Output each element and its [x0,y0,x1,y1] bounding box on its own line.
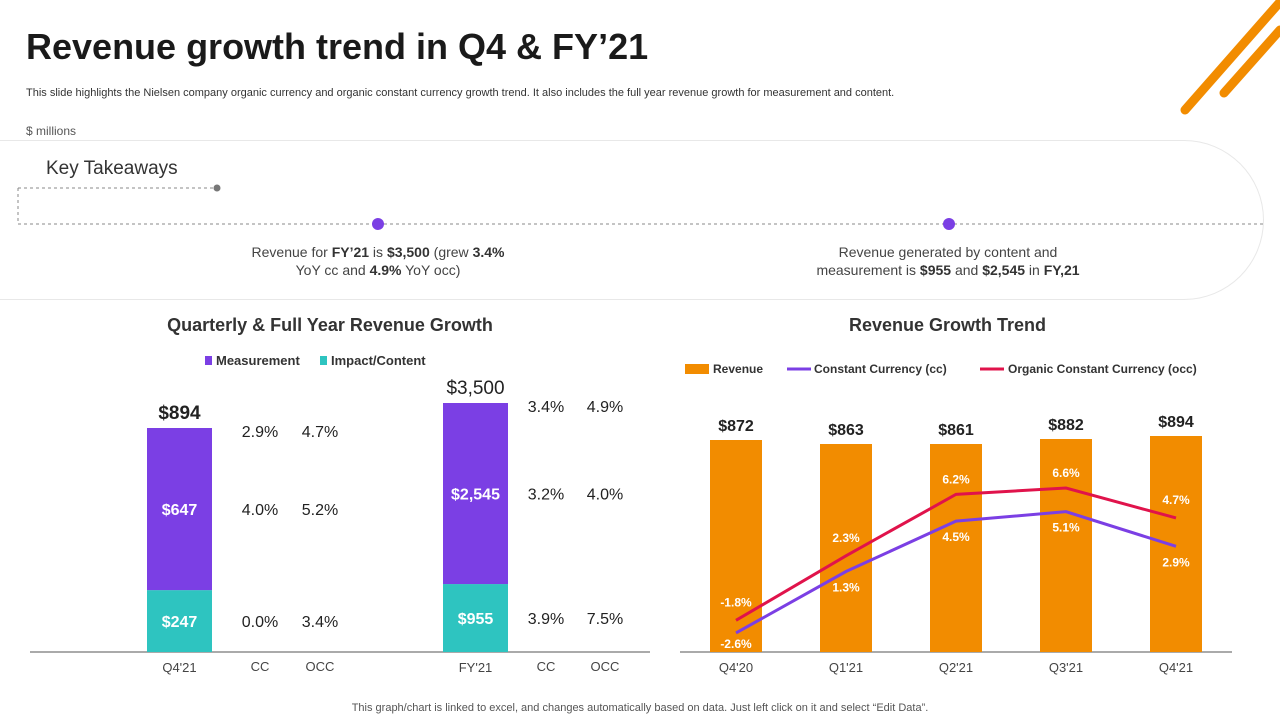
legend-label-cc: Constant Currency (cc) [814,362,947,376]
label-occ-1: 2.3% [832,531,860,545]
right-chart-title: Revenue Growth Trend [848,315,1047,335]
key-takeaways-title: Key Takeaways [46,158,178,179]
bar-q4-content [147,590,212,652]
takeaway-left: Revenue for FY’21 is $3,500 (grew 3.4% Y… [251,244,505,278]
label-q4-measurement: $647 [162,502,198,519]
page-subtitle: This slide highlights the Nielsen compan… [26,87,895,99]
label-cc-3: 5.1% [1052,521,1080,535]
bar-revenue-3 [1040,439,1092,652]
bar-revenue-0 [710,440,762,652]
left-chart-title: Quarterly & Full Year Revenue Growth [167,315,493,335]
legend-label-occ: Organic Constant Currency (occ) [1008,362,1197,376]
footer-note: This graph/chart is linked to excel, and… [351,702,929,714]
occ-q4-row0: 4.7% [302,424,338,441]
label-q4-total: $894 [158,403,201,424]
label-fy-content: $955 [458,611,494,628]
col-header-occ-fy: OCC [591,659,620,674]
tick-q4: Q4'21 [162,660,196,675]
tick-0: Q4'20 [719,660,753,675]
cc-fy-row0: 3.4% [528,399,564,416]
tick-1: Q1'21 [829,660,863,675]
legend-swatch-content [320,356,327,365]
occ-q4-row2: 3.4% [302,614,338,631]
legend-swatch-revenue [685,364,709,374]
takeaways-timeline [17,184,1265,230]
cc-fy-row1: 3.2% [528,487,564,504]
cc-q4-row2: 0.0% [242,614,278,631]
tick-3: Q3'21 [1049,660,1083,675]
label-fy-measurement: $2,545 [451,487,500,504]
label-revenue-4: $894 [1158,414,1194,431]
col-header-cc-fy: CC [537,659,556,674]
units-label: $ millions [26,124,77,138]
cc-q4-row1: 4.0% [242,502,278,519]
bar-revenue-2 [930,444,982,652]
bar-fy-content [443,584,508,652]
label-occ-0: -1.8% [720,595,752,609]
timeline-end-dot [213,184,221,192]
bar-revenue-1 [820,444,872,652]
label-cc-0: -2.6% [720,637,752,651]
cc-q4-row0: 2.9% [242,424,278,441]
label-revenue-2: $861 [938,422,974,439]
col-header-occ-q4: OCC [306,659,335,674]
occ-q4-row1: 5.2% [302,502,338,519]
legend-swatch-measurement [205,356,212,365]
label-occ-3: 6.6% [1052,466,1080,480]
page-title: Revenue growth trend in Q4 & FY’21 [26,26,649,67]
tick-4: Q4'21 [1159,660,1193,675]
occ-fy-row1: 4.0% [587,487,623,504]
timeline-dot-right [943,218,955,230]
tick-fy: FY'21 [459,660,493,675]
stripe-2 [1219,25,1280,98]
key-takeaways-panel [0,140,1264,300]
tick-2: Q2'21 [939,660,973,675]
label-cc-4: 2.9% [1162,555,1190,569]
line-cc [735,510,1177,635]
label-revenue-1: $863 [828,422,864,439]
label-fy-total: $3,500 [446,378,504,399]
label-revenue-0: $872 [718,418,754,435]
label-cc-1: 1.3% [832,581,860,595]
timeline-dot-left [372,218,384,230]
col-header-cc-q4: CC [251,659,270,674]
legend-label-revenue: Revenue [713,362,763,376]
decorative-stripes [1180,0,1280,115]
occ-fy-row2: 7.5% [587,611,623,628]
label-revenue-3: $882 [1048,417,1084,434]
bar-fy-measurement [443,403,508,585]
legend-label-content: Impact/Content [331,353,426,368]
line-occ [735,486,1177,622]
legend-label-measurement: Measurement [216,353,300,368]
stripe-1 [1180,0,1280,115]
bar-q4-measurement [147,428,212,591]
label-occ-2: 6.2% [942,472,970,486]
label-occ-4: 4.7% [1162,493,1190,507]
label-cc-2: 4.5% [942,530,970,544]
label-q4-content: $247 [162,614,198,631]
occ-fy-row0: 4.9% [587,399,623,416]
takeaway-right: Revenue generated by content and measure… [816,244,1080,278]
cc-fy-row2: 3.9% [528,611,564,628]
bar-revenue-4 [1150,436,1202,652]
